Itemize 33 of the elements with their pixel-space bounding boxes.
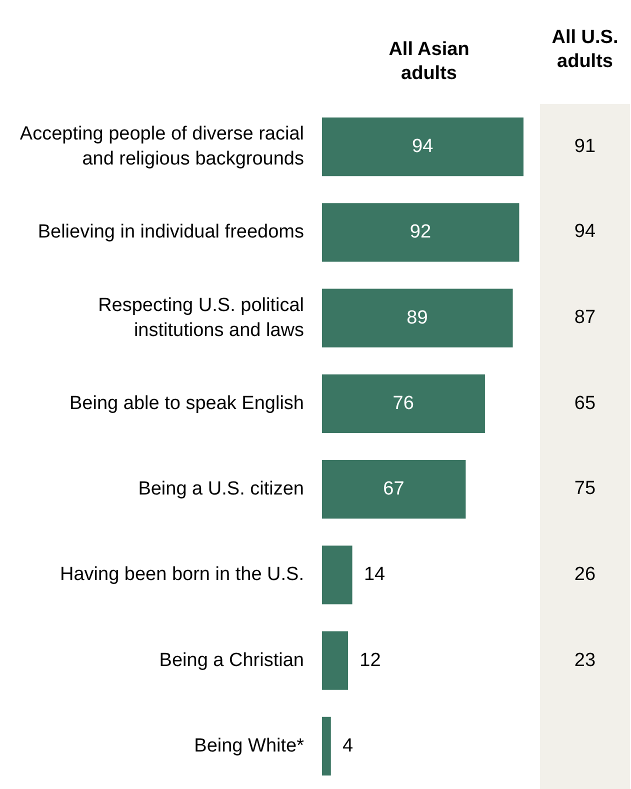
data-label: 94 xyxy=(412,136,434,158)
bar xyxy=(322,288,513,348)
data-label: 26 xyxy=(573,562,597,587)
y-tick-label: Having been born in the U.S. xyxy=(60,564,304,586)
y-tick-label: Being able to speak English xyxy=(70,392,304,414)
bar xyxy=(322,546,352,604)
y-tick-label: Accepting people of diverse racial and religious backgrounds xyxy=(20,124,304,170)
y-tick-label: Being a U.S. citizen xyxy=(138,478,304,500)
series-label: All Asian adults xyxy=(388,39,470,84)
data-label: 89 xyxy=(406,307,428,328)
data-label: 65 xyxy=(573,392,597,416)
bar xyxy=(322,203,520,262)
bar xyxy=(322,716,331,776)
y-tick-label: Respecting U.S. political institutions and laws xyxy=(98,294,304,341)
data-label: 14 xyxy=(364,564,386,586)
y-tick-label: Being a Christian xyxy=(159,650,304,671)
bar xyxy=(322,460,466,519)
data-label: 94 xyxy=(573,220,597,244)
bar xyxy=(322,117,524,176)
data-label: 91 xyxy=(573,134,597,159)
data-label: 67 xyxy=(383,478,404,500)
bar xyxy=(322,631,348,690)
data-label: 87 xyxy=(573,306,597,330)
data-label: 92 xyxy=(410,222,432,243)
y-tick-label: Being White* xyxy=(194,735,305,756)
data-label: 12 xyxy=(360,650,381,671)
data-label: 76 xyxy=(392,392,414,414)
data-label: 23 xyxy=(573,648,597,673)
data-label: 75 xyxy=(573,477,597,502)
text: All U.S. adults xyxy=(550,26,620,74)
data-label: 4 xyxy=(342,735,354,756)
y-tick-label: Believing in individual freedoms xyxy=(38,222,304,243)
bar xyxy=(322,374,485,434)
